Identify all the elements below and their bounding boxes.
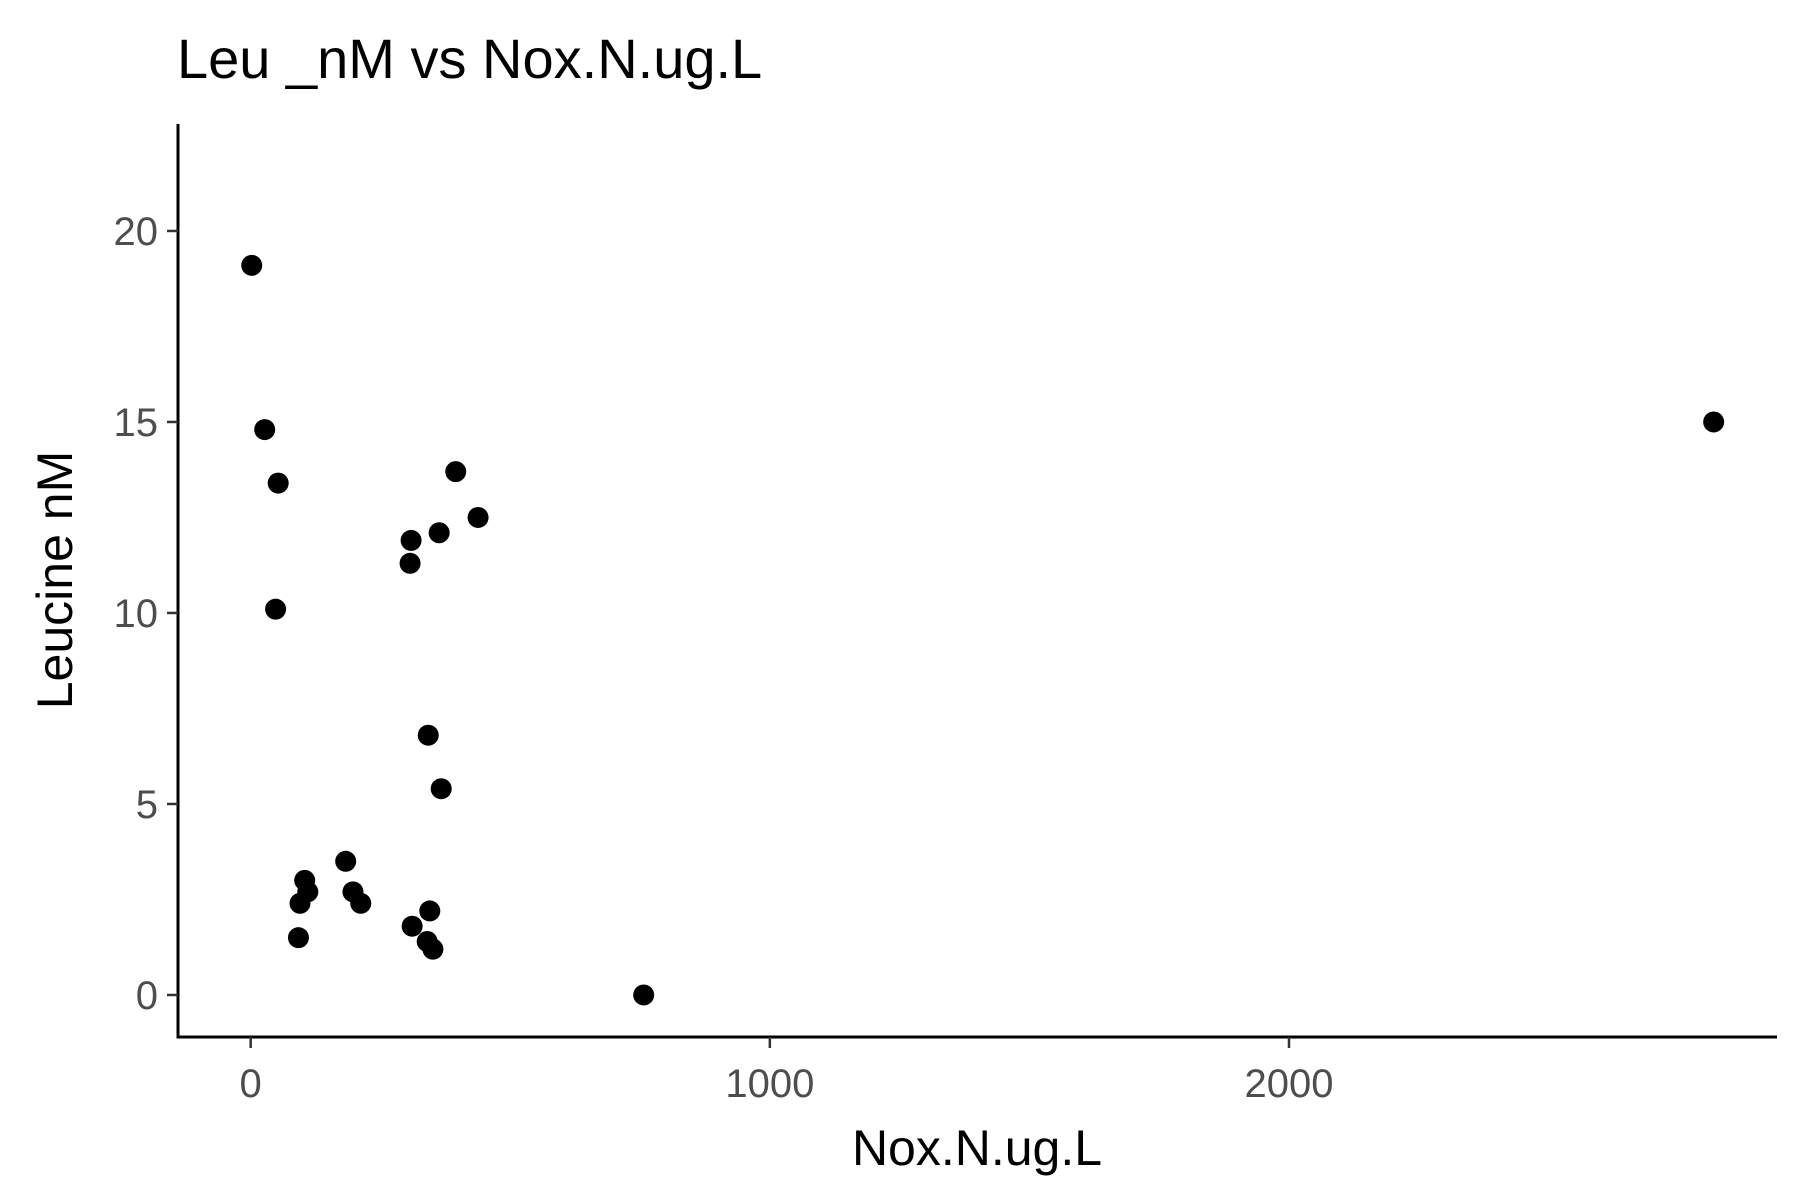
- x-tick-label: 2000: [1245, 1062, 1334, 1106]
- y-tick-label: 5: [136, 783, 158, 827]
- data-point: [467, 506, 489, 528]
- data-point: [241, 254, 263, 276]
- y-tick-label: 0: [136, 974, 158, 1018]
- data-point: [267, 472, 289, 494]
- data-point: [350, 892, 372, 914]
- data-point: [428, 522, 450, 544]
- y-axis: 0 5 10 15 20: [114, 124, 180, 1037]
- y-axis-title: Leucine nM: [27, 451, 83, 710]
- data-point: [417, 724, 439, 746]
- data-point: [633, 984, 655, 1006]
- y-tick-label: 20: [114, 210, 159, 254]
- data-point: [445, 461, 467, 483]
- y-tick-label: 10: [114, 592, 159, 636]
- data-point: [401, 915, 423, 937]
- y-tick-label: 15: [114, 401, 159, 445]
- data-point: [399, 552, 421, 574]
- data-point: [400, 529, 422, 551]
- x-axis-title: Nox.N.ug.L: [852, 1120, 1102, 1176]
- data-point: [1703, 411, 1725, 433]
- x-tick-label: 1000: [725, 1062, 814, 1106]
- data-point: [265, 598, 287, 620]
- data-point: [335, 850, 357, 872]
- data-points: [241, 254, 1725, 1006]
- data-point: [287, 927, 309, 949]
- x-tick-label: 0: [240, 1062, 262, 1106]
- data-point: [254, 419, 276, 441]
- x-axis: 0 1000 2000: [176, 1035, 1777, 1106]
- data-point: [419, 900, 441, 922]
- chart-title: Leu _nM vs Nox.N.ug.L: [177, 27, 762, 90]
- data-point: [422, 938, 444, 960]
- data-point: [297, 881, 319, 903]
- data-point: [430, 778, 452, 800]
